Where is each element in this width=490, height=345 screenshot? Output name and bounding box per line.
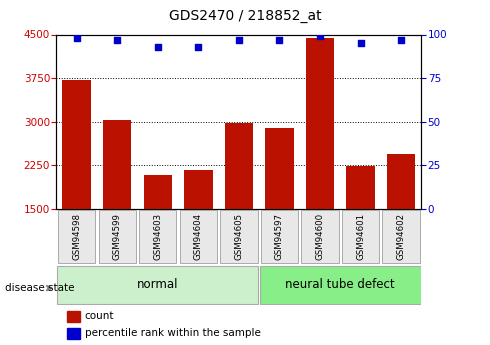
Text: GSM94598: GSM94598 (72, 213, 81, 260)
Text: GSM94603: GSM94603 (153, 213, 162, 260)
Point (316, 33, 324, 39)
Bar (67, 328, 80, 339)
Point (357, 40, 365, 46)
Point (113, 37, 121, 42)
Text: GSM94597: GSM94597 (275, 213, 284, 260)
Text: disease state: disease state (5, 283, 74, 293)
FancyBboxPatch shape (57, 266, 258, 304)
Text: GSM94601: GSM94601 (356, 213, 365, 260)
Point (275, 37, 283, 42)
Text: normal: normal (137, 278, 178, 292)
Bar (306, 38, 334, 209)
Text: GSM94602: GSM94602 (396, 213, 406, 260)
Text: GSM94599: GSM94599 (113, 213, 122, 260)
Text: GDS2470 / 218852_at: GDS2470 / 218852_at (169, 9, 321, 23)
Point (73, 35, 80, 41)
FancyBboxPatch shape (58, 210, 95, 263)
FancyBboxPatch shape (260, 266, 420, 304)
FancyBboxPatch shape (98, 210, 136, 263)
FancyBboxPatch shape (180, 210, 217, 263)
Text: neural tube defect: neural tube defect (286, 278, 395, 292)
Bar (67, 310, 80, 322)
Text: GSM94600: GSM94600 (316, 213, 324, 260)
Text: count: count (85, 311, 114, 321)
Bar (103, 120, 131, 209)
FancyBboxPatch shape (383, 210, 420, 263)
FancyBboxPatch shape (261, 210, 298, 263)
FancyBboxPatch shape (220, 210, 258, 263)
FancyBboxPatch shape (301, 210, 339, 263)
Point (397, 37, 405, 42)
Bar (62, 80, 91, 209)
Point (154, 44, 162, 49)
Text: GSM94604: GSM94604 (194, 213, 203, 260)
Text: GSM94605: GSM94605 (234, 213, 244, 260)
FancyBboxPatch shape (342, 210, 379, 263)
Bar (184, 170, 213, 209)
Text: percentile rank within the sample: percentile rank within the sample (85, 328, 261, 338)
Bar (265, 128, 294, 209)
Point (195, 44, 202, 49)
Bar (387, 154, 416, 209)
Bar (225, 123, 253, 209)
FancyBboxPatch shape (139, 210, 176, 263)
Bar (346, 166, 375, 209)
Point (235, 37, 243, 42)
Bar (144, 175, 172, 209)
